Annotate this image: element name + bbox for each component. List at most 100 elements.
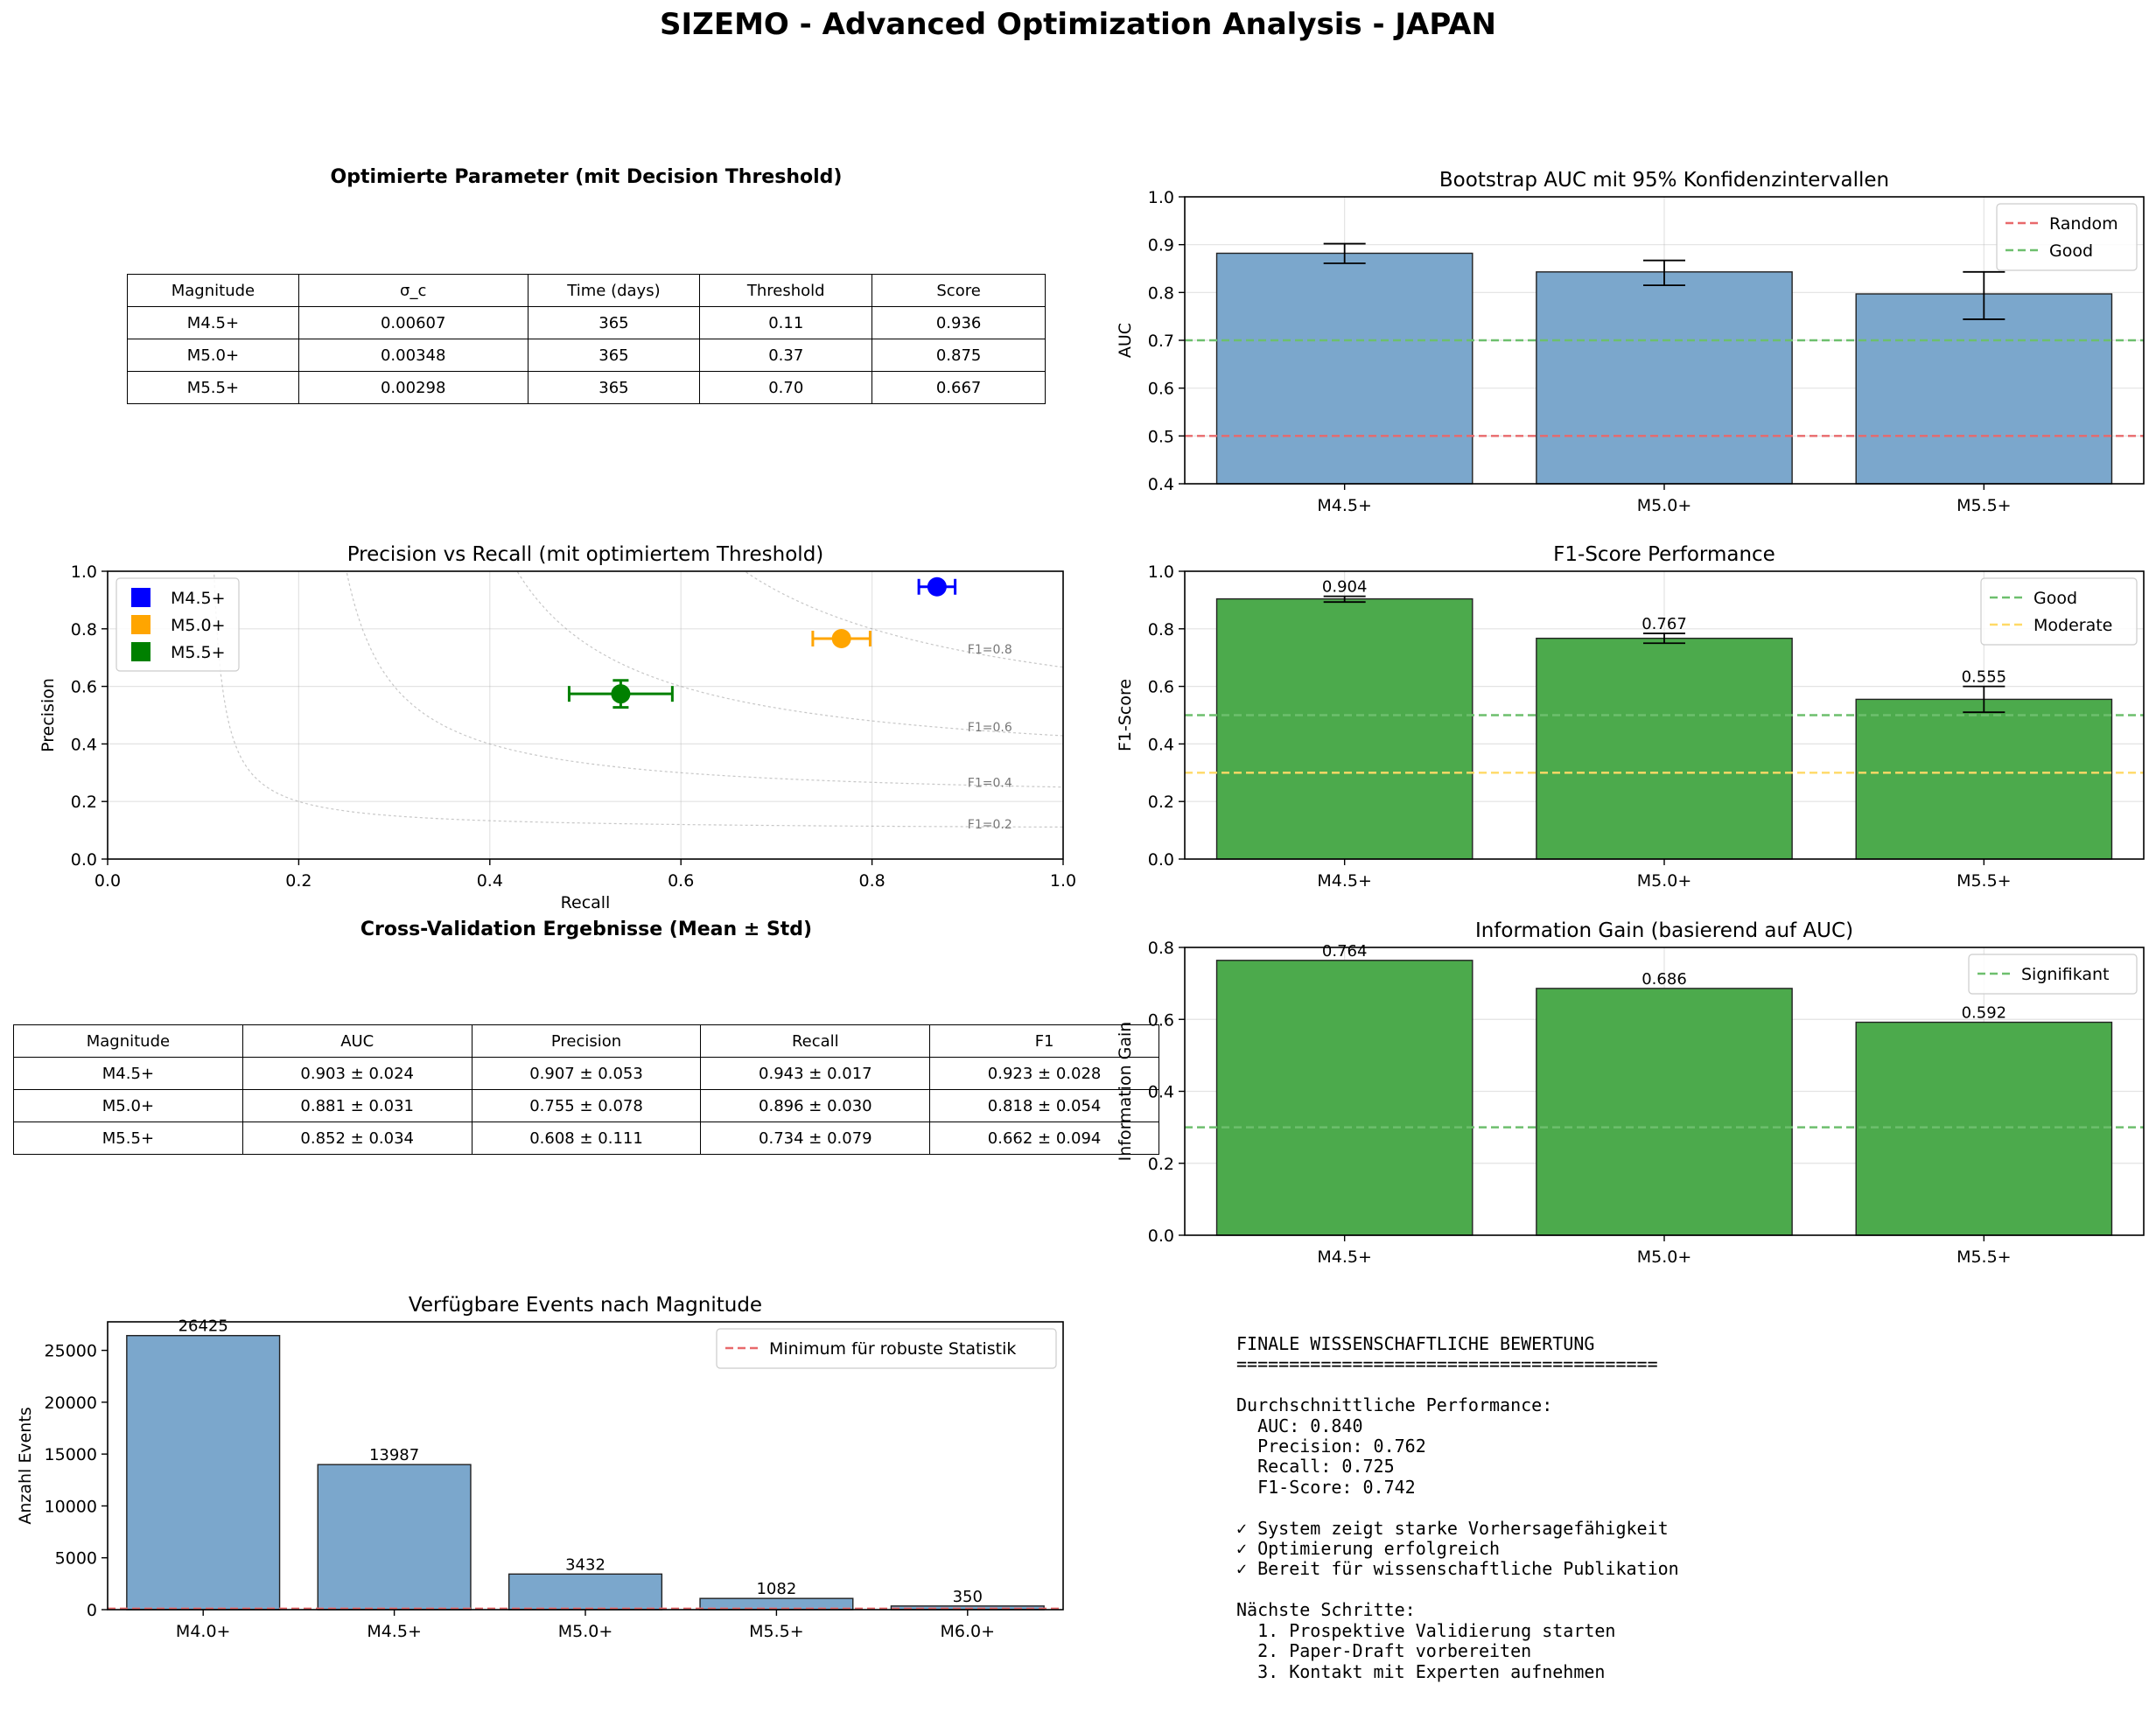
x-tick-label: M4.5+	[1317, 871, 1372, 891]
x-tick-label: M6.0+	[941, 1622, 996, 1641]
y-tick-label: 1.0	[1148, 188, 1174, 207]
column-header: Magnitude	[127, 274, 299, 307]
y-axis-label: Information Gain	[1116, 1022, 1135, 1162]
params-table: Magnitude σ_c Time (days) Threshold Score M4.…	[127, 274, 1046, 404]
x-tick-label: M5.5+	[1956, 871, 2012, 891]
x-tick-label: 0.2	[285, 871, 312, 891]
y-tick-label: 0.8	[71, 620, 97, 639]
legend-label: M5.5+	[171, 643, 226, 662]
legend-frame	[1996, 203, 2138, 271]
y-tick-label: 0	[87, 1601, 97, 1620]
summary-text: FINALE WISSENSCHAFTLICHE BEWERTUNG ======…	[1236, 1333, 1679, 1682]
table-cell: 0.734 ± 0.079	[700, 1122, 931, 1155]
y-tick-label: 1.0	[71, 563, 97, 582]
table-cell: 0.755 ± 0.078	[471, 1089, 702, 1122]
y-tick-label: 25000	[45, 1342, 97, 1361]
f1-contour	[516, 571, 1063, 737]
legend-label: Signifikant	[2021, 965, 2110, 984]
summary-line	[1236, 1580, 1679, 1600]
column-header: Magnitude	[13, 1024, 243, 1058]
y-tick-label: 0.6	[1148, 678, 1174, 697]
summary-line: ✓ System zeigt starke Vorhersagefähigkei…	[1236, 1517, 1669, 1539]
y-tick-label: 15000	[45, 1445, 97, 1464]
f1-contour-label: F1=0.6	[968, 721, 1012, 735]
table-cell: 0.875	[872, 339, 1046, 372]
y-tick-label: 0.2	[1148, 793, 1174, 812]
f1-contour	[346, 571, 1063, 788]
chart-f1: 0.904 0.767 0.555 0.0 0.2 0.4 0.6 0.8 1.0 M4.5+ M5…	[1116, 543, 2145, 891]
x-tick-label: M4.5+	[1317, 496, 1372, 515]
data-label: 26425	[178, 1317, 228, 1336]
y-tick-label: 0.0	[1148, 1226, 1174, 1246]
x-tick-label: 0.4	[477, 871, 503, 891]
bar-M5.5+	[1855, 293, 2113, 485]
bar-M5.0+	[1536, 271, 1793, 485]
cv-table: Magnitude AUC Precision Recall F1 M4.5+ 0.903 …	[13, 1024, 1159, 1155]
table-cell: 0.896 ± 0.030	[700, 1089, 931, 1122]
y-tick-label: 0.2	[1148, 1155, 1174, 1174]
f1-contour-label: F1=0.4	[968, 776, 1012, 790]
x-tick-label: 0.0	[94, 871, 121, 891]
legend-label: Moderate	[2034, 616, 2112, 635]
x-tick-label: M5.0+	[1637, 871, 1692, 891]
bar-M4.5+	[1215, 597, 1474, 860]
summary-line: Precision: 0.762	[1236, 1436, 1426, 1457]
f1-contour-label: F1=0.8	[968, 643, 1012, 657]
summary-line: 3. Kontakt mit Experten aufnehmen	[1236, 1660, 1606, 1682]
legend-frame	[1968, 954, 2138, 995]
y-axis-label: F1-Score	[1116, 679, 1135, 751]
x-tick-label: M4.0+	[176, 1622, 231, 1641]
summary-line: F1-Score: 0.742	[1236, 1476, 1416, 1498]
chart-title: Precision vs Recall (mit optimiertem Thr…	[347, 543, 824, 566]
x-tick-label: M5.0+	[1637, 1247, 1692, 1267]
data-label: 350	[953, 1588, 983, 1606]
scatter-point	[927, 576, 947, 597]
table-cell: M5.5+	[13, 1122, 243, 1155]
axes-frame	[107, 570, 1064, 860]
params-table-header-row: Magnitude σ_c Time (days) Threshold Score	[127, 274, 1046, 307]
chart-title: Information Gain (basierend auf AUC)	[1475, 919, 1853, 942]
summary-line: AUC: 0.840	[1236, 1415, 1363, 1436]
x-axis-label: Recall	[561, 893, 611, 912]
params-table-title: Optimierte Parameter (mit Decision Thres…	[330, 166, 843, 188]
table-cell: 0.37	[699, 339, 873, 372]
chart-title: Verfügbare Events nach Magnitude	[409, 1294, 762, 1317]
f1-contour-label: F1=0.2	[968, 818, 1012, 832]
chart-pr: F1=0.8 F1=0.6 F1=0.4 F1=0.2 0.0 0.2 0.4 0.6 0.8 1…	[38, 543, 1076, 912]
bar-M4.5+	[1215, 960, 1474, 1236]
summary-line: Durchschnittliche Performance:	[1236, 1394, 1553, 1416]
summary-line: Nächste Schritte:	[1236, 1599, 1416, 1621]
chart-auc: 0.4 0.5 0.6 0.7 0.8 0.9 1.0 M4.5+ M5.0+ M5.5+ Boot…	[1116, 169, 2145, 515]
data-label: 3432	[565, 1555, 606, 1574]
table-cell: 365	[527, 306, 701, 339]
y-tick-label: 1.0	[1148, 563, 1174, 582]
summary-line: 2. Paper-Draft vorbereiten	[1236, 1640, 1532, 1662]
y-axis-label: Precision	[38, 678, 58, 752]
y-tick-label: 0.4	[1148, 475, 1174, 494]
x-tick-label: M5.5+	[1956, 496, 2012, 515]
summary-line: ✓ Bereit für wissenschaftliche Publikati…	[1236, 1558, 1679, 1580]
chart-title: Bootstrap AUC mit 95% Konfidenzintervall…	[1439, 169, 1889, 192]
table-cell: 0.662 ± 0.094	[929, 1122, 1159, 1155]
column-header: AUC	[242, 1024, 472, 1058]
x-tick-label: M5.5+	[1956, 1247, 2012, 1267]
table-cell: 0.667	[872, 371, 1046, 404]
point-M5.0+	[811, 628, 872, 648]
table-cell: 0.818 ± 0.054	[929, 1089, 1159, 1122]
y-tick-label: 20000	[45, 1394, 97, 1413]
x-tick-label: 0.8	[858, 871, 885, 891]
table-cell: 0.00298	[298, 371, 528, 404]
x-tick-label: M4.5+	[1317, 1247, 1372, 1267]
data-label: 0.767	[1642, 615, 1687, 633]
data-label: 0.904	[1322, 578, 1368, 597]
legend: Random Good	[1996, 203, 2138, 271]
data-label: 13987	[369, 1446, 419, 1464]
bar-M5.0+	[508, 1573, 663, 1611]
chart-events: 26425 13987 3432 1082 350 0 5000 10000 15000 2000…	[16, 1294, 1064, 1641]
summary-line: Recall: 0.725	[1236, 1456, 1395, 1478]
table-cell: 0.608 ± 0.111	[471, 1122, 702, 1155]
table-cell: 0.70	[699, 371, 873, 404]
legend: Good Moderate	[1980, 577, 2138, 646]
point-M4.5+	[917, 576, 957, 597]
table-cell: 0.923 ± 0.028	[929, 1057, 1159, 1090]
